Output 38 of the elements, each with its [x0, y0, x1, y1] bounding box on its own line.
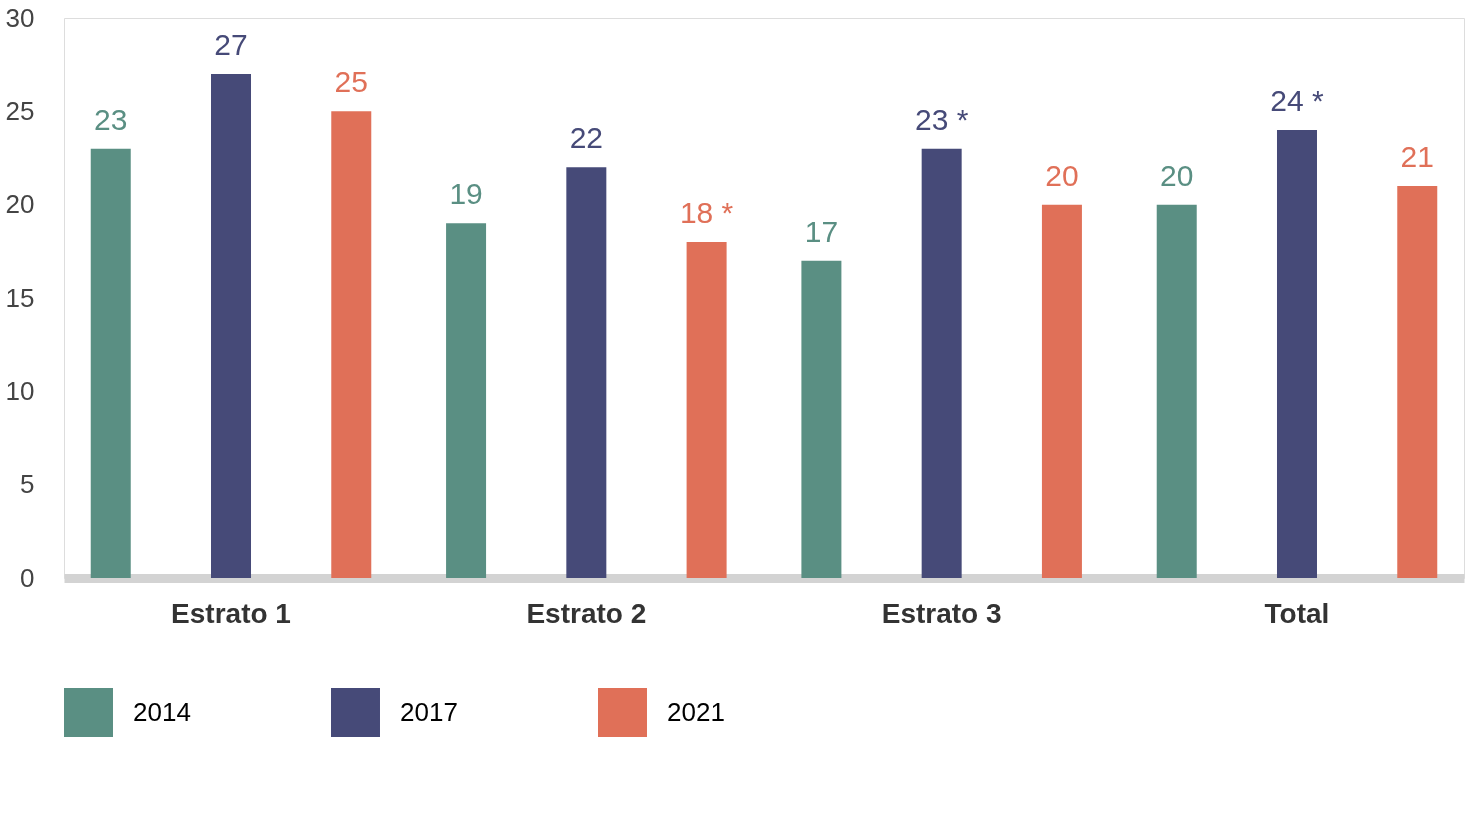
bar: [1156, 204, 1197, 578]
data-label: 22: [569, 121, 604, 155]
data-label: 25: [334, 65, 368, 99]
bar: [446, 223, 487, 578]
bar: [1276, 130, 1317, 578]
x-tick-label: Estrato 2: [526, 597, 647, 629]
bar: [921, 148, 962, 578]
bar: [801, 260, 842, 578]
y-tick-label: 5: [20, 469, 35, 500]
bar: [566, 167, 607, 578]
x-tick-label: Estrato 3: [881, 597, 1002, 629]
data-label: 20: [1160, 158, 1194, 192]
y-tick-label: 0: [20, 562, 35, 593]
y-tick-label: 30: [5, 2, 35, 33]
y-tick-label: 20: [5, 189, 35, 220]
bar: [331, 111, 372, 578]
bar: [1041, 204, 1082, 578]
bar: [90, 148, 131, 578]
data-label: 24 *: [1270, 84, 1324, 117]
x-tick-label: Estrato 1: [171, 597, 291, 629]
data-label: 23 *: [914, 102, 969, 136]
bar: [1397, 186, 1438, 578]
bar: [686, 242, 727, 578]
y-tick-label: 15: [5, 282, 35, 313]
data-label: 18 *: [679, 196, 734, 229]
y-tick-label: 25: [5, 95, 35, 126]
data-label: 21: [1400, 140, 1434, 173]
legend-label: 2021: [667, 696, 725, 727]
legend-label: 2014: [133, 696, 191, 727]
data-label: 27: [214, 28, 248, 61]
data-label: 17: [804, 214, 839, 248]
legend-label: 2017: [400, 696, 458, 727]
data-label: 19: [449, 177, 483, 211]
x-tick-label: Total: [1264, 597, 1330, 629]
bar: [211, 74, 252, 578]
data-label: 23: [94, 102, 128, 136]
y-tick-label: 10: [5, 375, 35, 406]
data-label: 20: [1045, 158, 1079, 192]
